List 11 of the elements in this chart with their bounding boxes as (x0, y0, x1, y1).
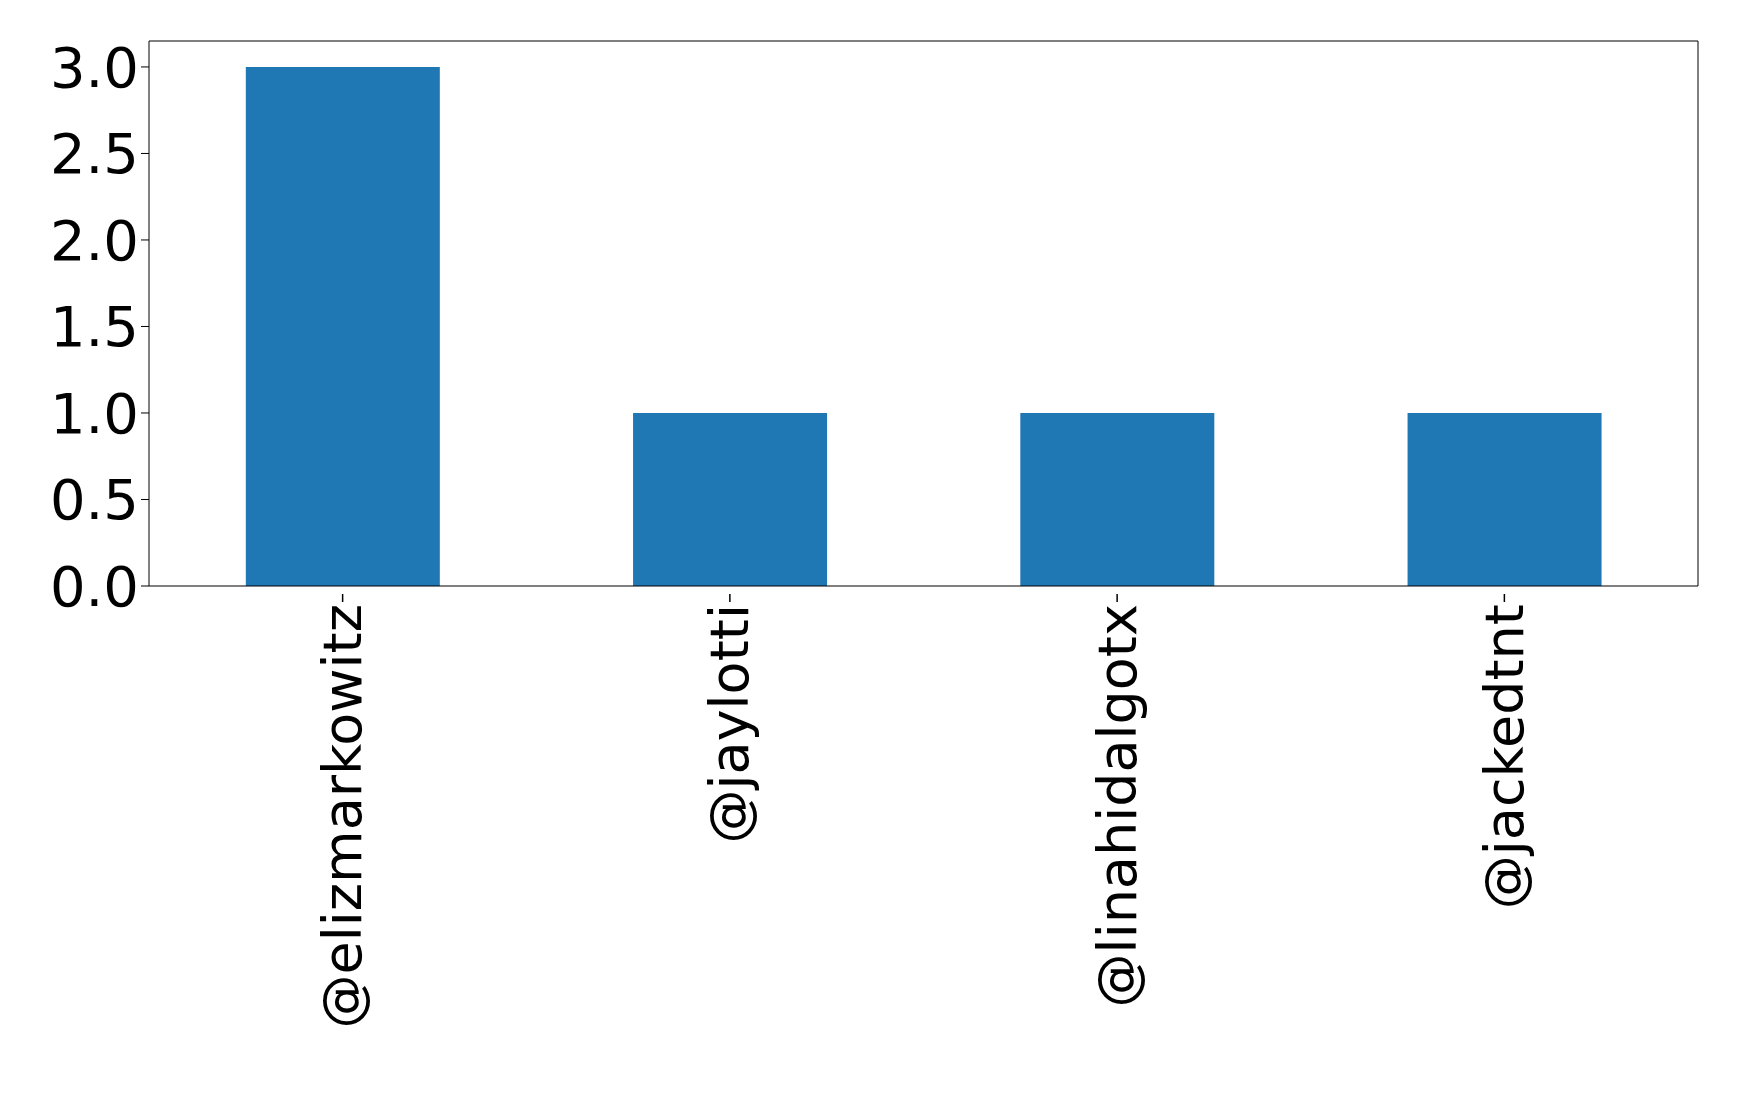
y-tick-label: 0.5 (49, 467, 139, 533)
y-tick-label: 2.0 (49, 207, 139, 273)
y-tick-label: 2.5 (49, 121, 139, 187)
x-tick-label: @elizmarkowitz (311, 604, 375, 1029)
y-tick-label: 3.0 (49, 34, 139, 100)
y-tick-label: 0.0 (49, 553, 139, 619)
y-tick-label: 1.5 (49, 294, 139, 360)
x-tick-label: @jaylotti (698, 604, 762, 844)
y-tick-label: 1.0 (49, 380, 139, 446)
x-tick-label: @jackedtnt (1472, 604, 1536, 910)
x-tick-label: @linahidalgotx (1085, 604, 1149, 1008)
